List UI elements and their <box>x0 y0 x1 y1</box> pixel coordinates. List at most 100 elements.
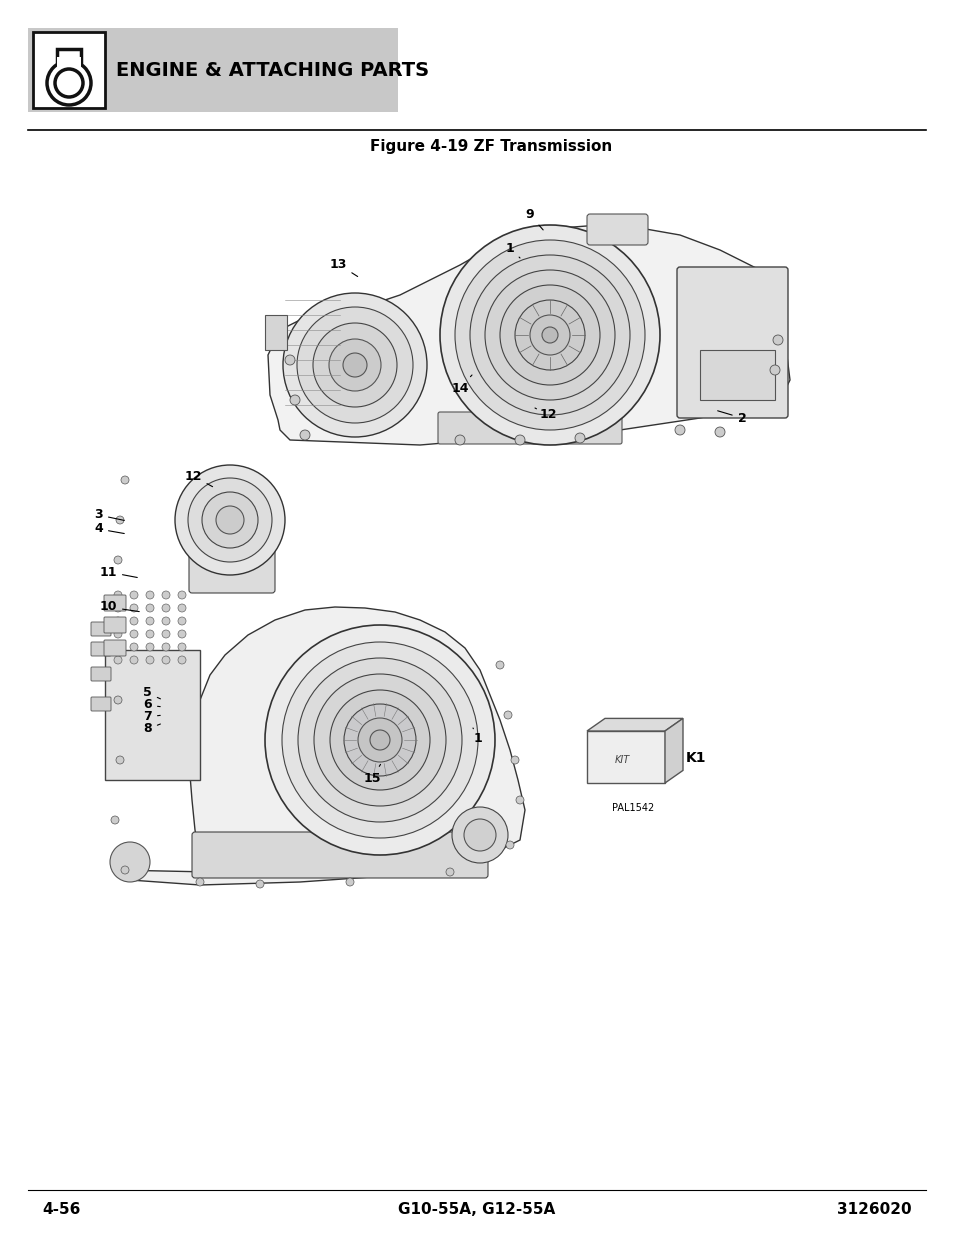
FancyBboxPatch shape <box>677 267 787 417</box>
Text: 13: 13 <box>329 258 357 277</box>
Circle shape <box>47 61 91 105</box>
Text: K1: K1 <box>685 751 706 764</box>
FancyBboxPatch shape <box>91 697 111 711</box>
FancyBboxPatch shape <box>91 667 111 680</box>
Circle shape <box>146 618 153 625</box>
Polygon shape <box>115 606 524 885</box>
Circle shape <box>113 556 122 564</box>
Circle shape <box>370 730 390 750</box>
Bar <box>28 28 397 112</box>
Circle shape <box>111 646 119 655</box>
Bar <box>33 32 105 107</box>
Text: 1: 1 <box>473 727 482 745</box>
Circle shape <box>146 630 153 638</box>
Circle shape <box>463 819 496 851</box>
FancyBboxPatch shape <box>91 622 111 636</box>
Circle shape <box>116 597 124 604</box>
Circle shape <box>113 630 122 638</box>
Circle shape <box>313 324 396 408</box>
Circle shape <box>344 704 416 776</box>
Bar <box>265 315 287 350</box>
Text: 5: 5 <box>143 687 160 699</box>
Text: 9: 9 <box>525 209 542 230</box>
Circle shape <box>178 618 186 625</box>
Circle shape <box>162 618 170 625</box>
Circle shape <box>113 618 122 625</box>
Circle shape <box>511 756 518 764</box>
Circle shape <box>496 661 503 669</box>
Text: 11: 11 <box>99 566 137 578</box>
Circle shape <box>265 625 495 855</box>
FancyBboxPatch shape <box>189 522 274 593</box>
Circle shape <box>178 592 186 599</box>
Circle shape <box>446 868 454 876</box>
Text: G10-55A, G12-55A: G10-55A, G12-55A <box>398 1203 555 1218</box>
Text: 4: 4 <box>94 522 124 536</box>
Circle shape <box>162 604 170 613</box>
Circle shape <box>714 427 724 437</box>
Text: 12: 12 <box>535 408 557 421</box>
Circle shape <box>146 656 153 664</box>
Circle shape <box>178 656 186 664</box>
Circle shape <box>130 643 138 651</box>
Circle shape <box>130 604 138 613</box>
Circle shape <box>113 697 122 704</box>
Circle shape <box>178 630 186 638</box>
Circle shape <box>575 433 584 443</box>
Bar <box>105 650 200 781</box>
Text: 14: 14 <box>451 375 472 394</box>
Circle shape <box>346 878 354 885</box>
Circle shape <box>772 335 782 345</box>
Text: 3126020: 3126020 <box>837 1203 911 1218</box>
Circle shape <box>299 430 310 440</box>
Polygon shape <box>586 719 682 731</box>
Circle shape <box>121 866 129 874</box>
FancyBboxPatch shape <box>91 642 111 656</box>
Bar <box>586 731 664 783</box>
FancyBboxPatch shape <box>104 640 126 656</box>
Circle shape <box>470 254 629 415</box>
Bar <box>57 49 81 63</box>
Circle shape <box>255 881 264 888</box>
Circle shape <box>130 630 138 638</box>
Circle shape <box>282 642 477 839</box>
Circle shape <box>130 592 138 599</box>
Circle shape <box>146 643 153 651</box>
Circle shape <box>55 69 83 98</box>
Circle shape <box>113 643 122 651</box>
Circle shape <box>116 756 124 764</box>
Circle shape <box>357 718 401 762</box>
Circle shape <box>113 656 122 664</box>
Polygon shape <box>664 719 682 783</box>
Polygon shape <box>268 225 789 445</box>
Text: PAL1542: PAL1542 <box>611 803 654 813</box>
Circle shape <box>499 285 599 385</box>
Text: 1: 1 <box>505 242 519 258</box>
Text: Figure 4-19 ZF Transmission: Figure 4-19 ZF Transmission <box>370 140 612 154</box>
Circle shape <box>314 674 446 806</box>
Circle shape <box>215 506 244 534</box>
FancyBboxPatch shape <box>192 832 488 878</box>
Bar <box>57 57 81 67</box>
Circle shape <box>329 338 380 391</box>
Circle shape <box>110 842 150 882</box>
Text: ENGINE & ATTACHING PARTS: ENGINE & ATTACHING PARTS <box>116 61 429 79</box>
Circle shape <box>162 630 170 638</box>
Circle shape <box>178 643 186 651</box>
Circle shape <box>343 353 367 377</box>
Circle shape <box>283 293 427 437</box>
Circle shape <box>121 475 129 484</box>
Text: 3: 3 <box>94 509 124 521</box>
Text: 4-56: 4-56 <box>42 1203 80 1218</box>
Circle shape <box>111 816 119 824</box>
Text: 12: 12 <box>184 469 213 487</box>
Circle shape <box>162 592 170 599</box>
Text: 6: 6 <box>143 699 160 711</box>
Circle shape <box>452 806 507 863</box>
Circle shape <box>439 225 659 445</box>
Circle shape <box>195 878 204 885</box>
Circle shape <box>113 592 122 599</box>
Circle shape <box>484 270 615 400</box>
Text: 2: 2 <box>717 411 745 425</box>
Circle shape <box>515 300 584 370</box>
